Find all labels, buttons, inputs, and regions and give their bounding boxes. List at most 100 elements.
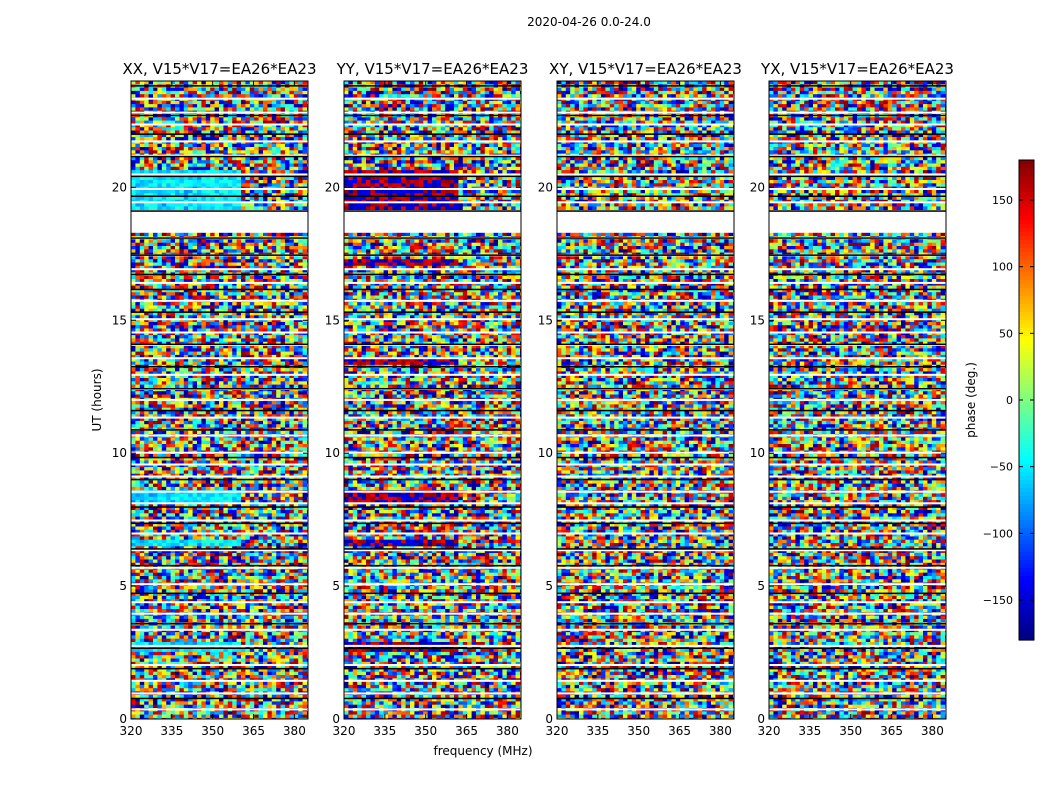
panel-title: XY, V15*V17=EA26*EA23 [549,60,742,78]
colorbar-segment [1019,492,1034,497]
colorbar-segment [1019,596,1034,601]
colorbar-segment [1019,256,1034,261]
colorbar-segment [1019,372,1034,377]
x-tick-label: 350 [414,724,437,738]
colorbar-segment [1019,252,1034,257]
colorbar-segment [1019,196,1034,201]
y-axis-label: UT (hours) [90,368,104,431]
colorbar-segment [1019,240,1034,245]
y-tick-label: 15 [112,313,127,327]
y-tick-label: 15 [750,313,765,327]
colorbar-segment [1019,480,1034,485]
colorbar-segment [1019,628,1034,633]
colorbar-segment [1019,360,1034,365]
colorbar-segment [1019,568,1034,573]
colorbar-segment [1019,264,1034,269]
x-tick-label: 380 [283,724,306,738]
colorbar-segment [1019,516,1034,521]
colorbar-segment [1019,564,1034,569]
y-tick-label: 5 [757,579,765,593]
x-tick-label: 320 [120,724,143,738]
x-tick-label: 320 [333,724,356,738]
colorbar-segment [1019,348,1034,353]
colorbar-segment [1019,476,1034,481]
panel-frame [343,80,522,720]
colorbar-segment [1019,400,1034,405]
colorbar-segment [1019,632,1034,637]
panel-title: YX, V15*V17=EA26*EA23 [760,60,954,78]
colorbar-segment [1019,420,1034,425]
colorbar-segment [1019,580,1034,585]
panel-title: XX, V15*V17=EA26*EA23 [122,60,316,78]
y-tick-label: 10 [112,446,127,460]
colorbar-segment [1019,488,1034,493]
colorbar-segment [1019,208,1034,213]
colorbar-segment [1019,192,1034,197]
colorbar-segment [1019,588,1034,593]
x-tick-label: 320 [758,724,781,738]
colorbar-segment [1019,316,1034,321]
colorbar-tick-label: 50 [999,327,1013,340]
colorbar-segment [1019,328,1034,333]
panels-group: XX, V15*V17=EA26*EA23 320 335 350 365 380 0 5 10… [112,60,954,738]
colorbar-segment [1019,548,1034,553]
x-tick-label: 365 [880,724,903,738]
colorbar-segment [1019,428,1034,433]
colorbar-segment [1019,556,1034,561]
colorbar-segment [1019,224,1034,229]
x-tick-label: 335 [373,724,396,738]
y-tick-label: 10 [538,446,553,460]
y-tick-label: 0 [119,712,127,726]
colorbar-segment [1019,188,1034,193]
colorbar-segment [1019,536,1034,541]
colorbar-segment [1019,236,1034,241]
colorbar-segment [1019,184,1034,189]
colorbar-segment [1019,396,1034,401]
colorbar-segment [1019,300,1034,305]
x-tick-label: 335 [798,724,821,738]
y-tick-label: 0 [332,712,340,726]
figure-title: 2020-04-26 0.0-24.0 [527,15,651,29]
colorbar-segment [1019,180,1034,185]
colorbar-segment [1019,528,1034,533]
colorbar-segment [1019,576,1034,581]
colorbar-segment [1019,500,1034,505]
colorbar-segment [1019,168,1034,173]
colorbar-segment [1019,544,1034,549]
colorbar-segment [1019,468,1034,473]
colorbar-segment [1019,344,1034,349]
colorbar-segment [1019,376,1034,381]
y-tick-label: 15 [538,313,553,327]
colorbar-tick-label: 100 [992,261,1013,274]
y-tick-label: 10 [750,446,765,460]
colorbar-segment [1019,380,1034,385]
phase-heatmap [769,81,946,719]
phase-heatmap [131,81,308,719]
x-tick-label: 350 [839,724,862,738]
colorbar-segment [1019,460,1034,465]
colorbar-segment [1019,524,1034,529]
colorbar-segment [1019,364,1034,369]
panel-frame [768,80,947,720]
x-tick-label: 350 [627,724,650,738]
colorbar-segment [1019,324,1034,329]
x-tick-label: 365 [242,724,265,738]
y-tick-label: 15 [325,313,340,327]
colorbar-segment [1019,416,1034,421]
colorbar-segment [1019,308,1034,313]
y-tick-label: 20 [325,180,340,194]
colorbar-segment [1019,560,1034,565]
colorbar-segment [1019,620,1034,625]
colorbar-segment [1019,392,1034,397]
colorbar-segment [1019,508,1034,513]
panel-xx: XX, V15*V17=EA26*EA23 320 335 350 365 380 0 5 10… [112,60,317,738]
colorbar-segment [1019,584,1034,589]
colorbar-segment [1019,176,1034,181]
x-tick-label: 380 [709,724,732,738]
colorbar-segment [1019,448,1034,453]
colorbar-segment [1019,336,1034,341]
colorbar-segment [1019,424,1034,429]
colorbar-segment [1019,232,1034,237]
colorbar-segment [1019,592,1034,597]
